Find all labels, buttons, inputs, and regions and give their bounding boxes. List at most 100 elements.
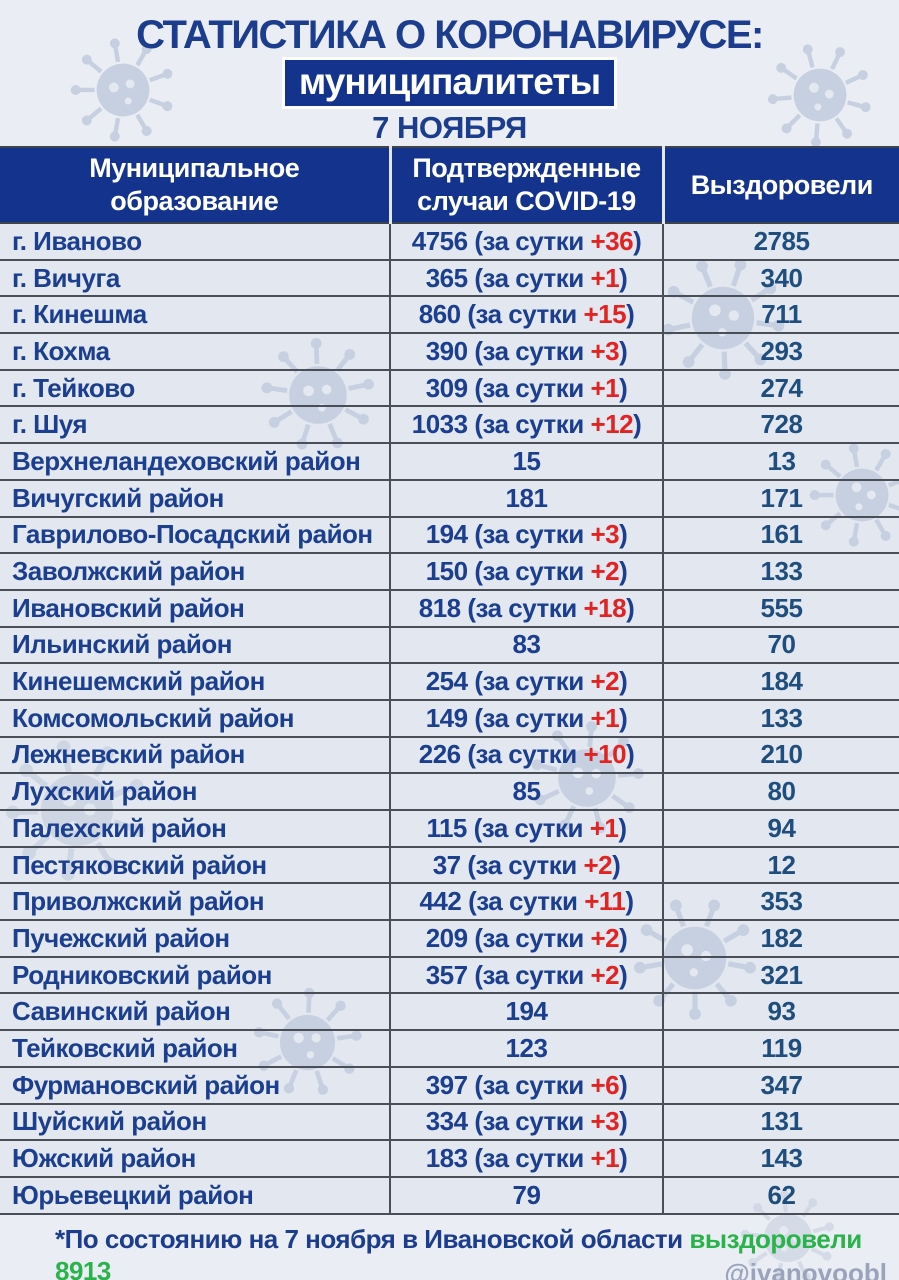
- confirmed-cases-cell: 194: [389, 993, 664, 1032]
- cases-total: 226: [418, 739, 461, 770]
- daily-increase: +2: [590, 959, 620, 990]
- municipality-name: г. Кинешма: [0, 296, 390, 335]
- daily-suffix: ): [619, 262, 628, 293]
- daily-suffix: ): [619, 702, 628, 733]
- cases-total: 194: [505, 996, 548, 1027]
- municipality-name: г. Шуя: [0, 406, 390, 445]
- col-header-municipality: Муниципальное образование: [0, 146, 390, 224]
- daily-suffix: ): [633, 409, 642, 440]
- municipality-name: Ильинский район: [0, 626, 390, 665]
- table-row: Лежневский район 226 (за сутки +10) 210: [0, 736, 899, 775]
- daily-increase: +2: [590, 922, 620, 953]
- cases-total: 115: [426, 812, 467, 843]
- municipality-name: Юрьевецкий район: [0, 1176, 390, 1215]
- subtitle-badge: муниципалитеты: [284, 60, 615, 106]
- confirmed-cases-cell: 183 (за сутки +1): [389, 1140, 664, 1178]
- daily-prefix: (за сутки: [460, 739, 584, 770]
- daily-prefix: (за сутки: [461, 886, 585, 917]
- recovered-cell: 728: [663, 406, 899, 445]
- daily-prefix: (за сутки: [467, 372, 591, 403]
- table-row: Пестяковский район 37 (за сутки +2) 12: [0, 846, 899, 885]
- table-row: г. Иваново 4756 (за сутки +36) 2785: [0, 223, 899, 261]
- cases-total: 442: [419, 886, 462, 917]
- table-row: Лухский район 85 80: [0, 773, 899, 811]
- cases-total: 209: [425, 922, 468, 953]
- table-row: Комсомольский район 149 (за сутки +1) 133: [0, 699, 899, 738]
- daily-increase: +1: [590, 262, 620, 293]
- confirmed-cases-cell: 309 (за сутки +1): [389, 369, 664, 408]
- daily-suffix: ): [619, 1106, 628, 1137]
- confirmed-cases-cell: 254 (за сутки +2): [389, 663, 664, 701]
- table-row: г. Вичуга 365 (за сутки +1) 340: [0, 259, 899, 298]
- daily-increase: +3: [590, 335, 620, 366]
- recovered-cell: 133: [663, 553, 899, 591]
- recovered-cell: 711: [663, 296, 899, 335]
- report-date: 7 НОЯБРЯ: [372, 110, 527, 145]
- table-row: Ивановский район 818 (за сутки +18) 555: [0, 589, 899, 628]
- cases-total: 254: [425, 666, 468, 697]
- confirmed-cases-cell: 181: [389, 479, 664, 518]
- confirmed-cases-cell: 194 (за сутки +3): [389, 516, 664, 555]
- recovered-cell: 274: [663, 369, 899, 408]
- recovered-cell: 555: [663, 589, 899, 628]
- municipality-name: Фурмановский район: [0, 1066, 390, 1105]
- daily-increase: +10: [583, 739, 627, 770]
- confirmed-cases-cell: 390 (за сутки +3): [389, 333, 664, 371]
- daily-increase: +2: [590, 666, 620, 697]
- confirmed-cases-cell: 226 (за сутки +10): [389, 736, 664, 775]
- daily-suffix: ): [633, 225, 642, 256]
- daily-prefix: (за сутки: [467, 225, 591, 256]
- cases-total: 83: [512, 629, 541, 660]
- daily-prefix: (за сутки: [467, 556, 591, 587]
- confirmed-cases-cell: 1033 (за сутки +12): [389, 406, 664, 445]
- recovered-cell: 131: [663, 1103, 899, 1142]
- recovered-cell: 353: [663, 883, 899, 922]
- recovered-cell: 143: [663, 1140, 899, 1178]
- confirmed-cases-cell: 860 (за сутки +15): [389, 296, 664, 335]
- daily-prefix: (за сутки: [467, 702, 591, 733]
- cases-total: 357: [425, 959, 468, 990]
- daily-suffix: ): [619, 1069, 628, 1100]
- table-row: Верхнеландеховский район 15 13: [0, 443, 899, 481]
- municipality-name: Приволжский район: [0, 883, 390, 922]
- daily-prefix: (за сутки: [460, 299, 584, 330]
- daily-increase: +6: [590, 1069, 620, 1100]
- municipality-name: Лежневский район: [0, 736, 390, 775]
- recovered-cell: 70: [663, 626, 899, 665]
- daily-suffix: ): [619, 959, 628, 990]
- daily-prefix: (за сутки: [467, 922, 591, 953]
- page-title: СТАТИСТИКА О КОРОНАВИРУСЕ:: [136, 13, 764, 57]
- table-row: Южский район 183 (за сутки +1) 143: [0, 1140, 899, 1178]
- daily-prefix: (за сутки: [467, 409, 591, 440]
- daily-prefix: (за сутки: [467, 666, 591, 697]
- recovered-cell: 171: [663, 479, 899, 518]
- table-row: Заволжский район 150 (за сутки +2) 133: [0, 553, 899, 591]
- daily-increase: +1: [590, 1143, 620, 1174]
- table-row: Савинский район 194 93: [0, 993, 899, 1032]
- confirmed-cases-cell: 818 (за сутки +18): [389, 589, 664, 628]
- daily-suffix: ): [619, 1143, 628, 1174]
- municipality-name: Пучежский район: [0, 920, 390, 958]
- recovered-cell: 119: [663, 1030, 899, 1068]
- daily-increase: +2: [583, 849, 613, 880]
- municipality-name: г. Вичуга: [0, 259, 390, 298]
- confirmed-cases-cell: 115 (за сутки +1): [389, 810, 664, 848]
- page-header: СТАТИСТИКА О КОРОНАВИРУСЕ: муниципалитет…: [0, 0, 899, 146]
- confirmed-cases-cell: 79: [389, 1176, 664, 1215]
- municipality-name: Гаврилово-Посадский район: [0, 516, 390, 555]
- municipality-name: Лухский район: [0, 773, 390, 811]
- daily-suffix: ): [619, 666, 628, 697]
- daily-increase: +1: [590, 702, 620, 733]
- confirmed-cases-cell: 83: [389, 626, 664, 665]
- table-row: Пучежский район 209 (за сутки +2) 182: [0, 920, 899, 958]
- daily-prefix: (за сутки: [467, 262, 591, 293]
- municipality-name: г. Иваново: [0, 223, 390, 261]
- table-row: Вичугский район 181 171: [0, 479, 899, 518]
- table-body: г. Иваново 4756 (за сутки +36) 2785 г. Вичу…: [0, 223, 899, 1215]
- daily-increase: +1: [590, 372, 620, 403]
- municipality-name: г. Кохма: [0, 333, 390, 371]
- municipality-name: Комсомольский район: [0, 699, 390, 738]
- table-row: Родниковский район 357 (за сутки +2) 321: [0, 956, 899, 995]
- daily-prefix: (за сутки: [460, 592, 584, 623]
